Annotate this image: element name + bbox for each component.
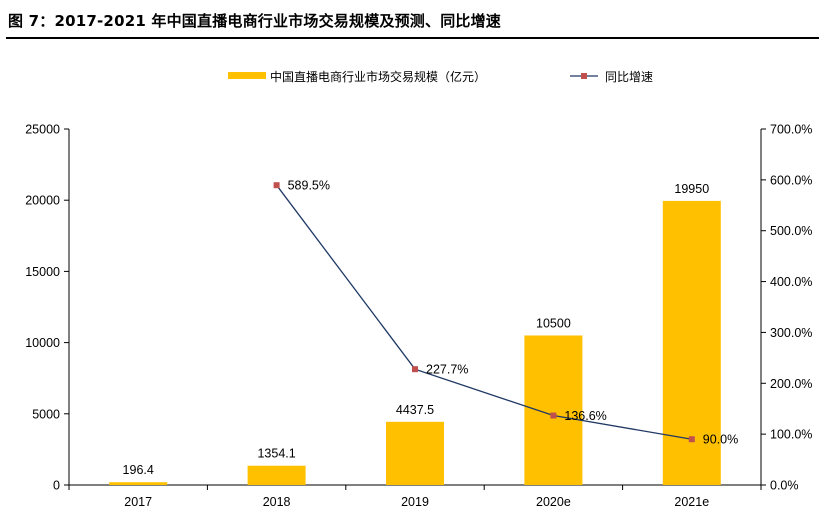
- right-axis-tick-label: 700.0%: [770, 123, 812, 137]
- right-axis-tick-label: 300.0%: [770, 326, 812, 340]
- bar: [247, 465, 306, 485]
- growth-value-label: 227.7%: [426, 363, 468, 377]
- left-axis-tick-label: 15000: [25, 265, 60, 279]
- right-axis-tick-label: 100.0%: [770, 428, 812, 442]
- figure-title: 图 7：2017-2021 年中国直播电商行业市场交易规模及预测、同比增速: [8, 12, 502, 30]
- left-axis-tick-label: 20000: [25, 194, 60, 208]
- right-axis-tick-label: 600.0%: [770, 173, 812, 187]
- right-axis-tick-label: 500.0%: [770, 224, 812, 238]
- x-axis-tick-label: 2020e: [536, 495, 571, 509]
- title-divider: [6, 37, 819, 39]
- growth-value-label: 90.0%: [703, 433, 738, 447]
- growth-marker: [273, 182, 280, 189]
- right-axis-tick-label: 200.0%: [770, 377, 812, 391]
- bar-value-label: 1354.1: [257, 447, 295, 461]
- growth-value-label: 589.5%: [288, 179, 330, 193]
- x-axis-tick-label: 2017: [124, 495, 152, 509]
- bar-value-label: 10500: [536, 316, 571, 330]
- legend-line-label: 同比增速: [605, 70, 653, 84]
- right-axis-tick-label: 0.0%: [770, 479, 799, 493]
- bar-value-label: 196.4: [123, 463, 154, 477]
- bar-value-label: 19950: [674, 182, 709, 196]
- growth-value-label: 136.6%: [564, 409, 606, 423]
- bar-series: [109, 200, 721, 486]
- legend-bar-swatch: [228, 72, 266, 79]
- growth-marker: [412, 366, 418, 373]
- bar: [386, 421, 444, 485]
- line-series: [273, 182, 695, 443]
- growth-line: [276, 184, 692, 440]
- legend: 中国直播电商行业市场交易规模（亿元） 同比增速: [228, 69, 653, 84]
- x-axis-tick-label: 2018: [263, 495, 291, 509]
- x-axis-tick-label: 2019: [401, 495, 429, 509]
- legend-bar-label: 中国直播电商行业市场交易规模（亿元）: [270, 69, 486, 84]
- right-axis-tick-label: 400.0%: [770, 275, 812, 289]
- bar: [524, 335, 583, 485]
- left-axis-tick-label: 0: [53, 479, 60, 493]
- bar-value-label: 4437.5: [396, 403, 434, 417]
- left-axis-tick-label: 25000: [25, 123, 60, 137]
- bar: [109, 482, 168, 485]
- legend-line-marker: [581, 73, 587, 79]
- growth-marker: [550, 412, 557, 419]
- left-axis-tick-label: 10000: [25, 336, 60, 350]
- growth-marker: [688, 436, 695, 443]
- left-axis-tick-label: 5000: [32, 407, 60, 421]
- axes: 0 5000 10000 15000 20000 25000 0.0% 100.0% 200.0…: [25, 123, 812, 510]
- x-axis-tick-label: 2021e: [674, 495, 709, 509]
- data-labels: 196.4 1354.1 4437.5 10500 19950 589.5% 227.7% 1…: [123, 179, 739, 478]
